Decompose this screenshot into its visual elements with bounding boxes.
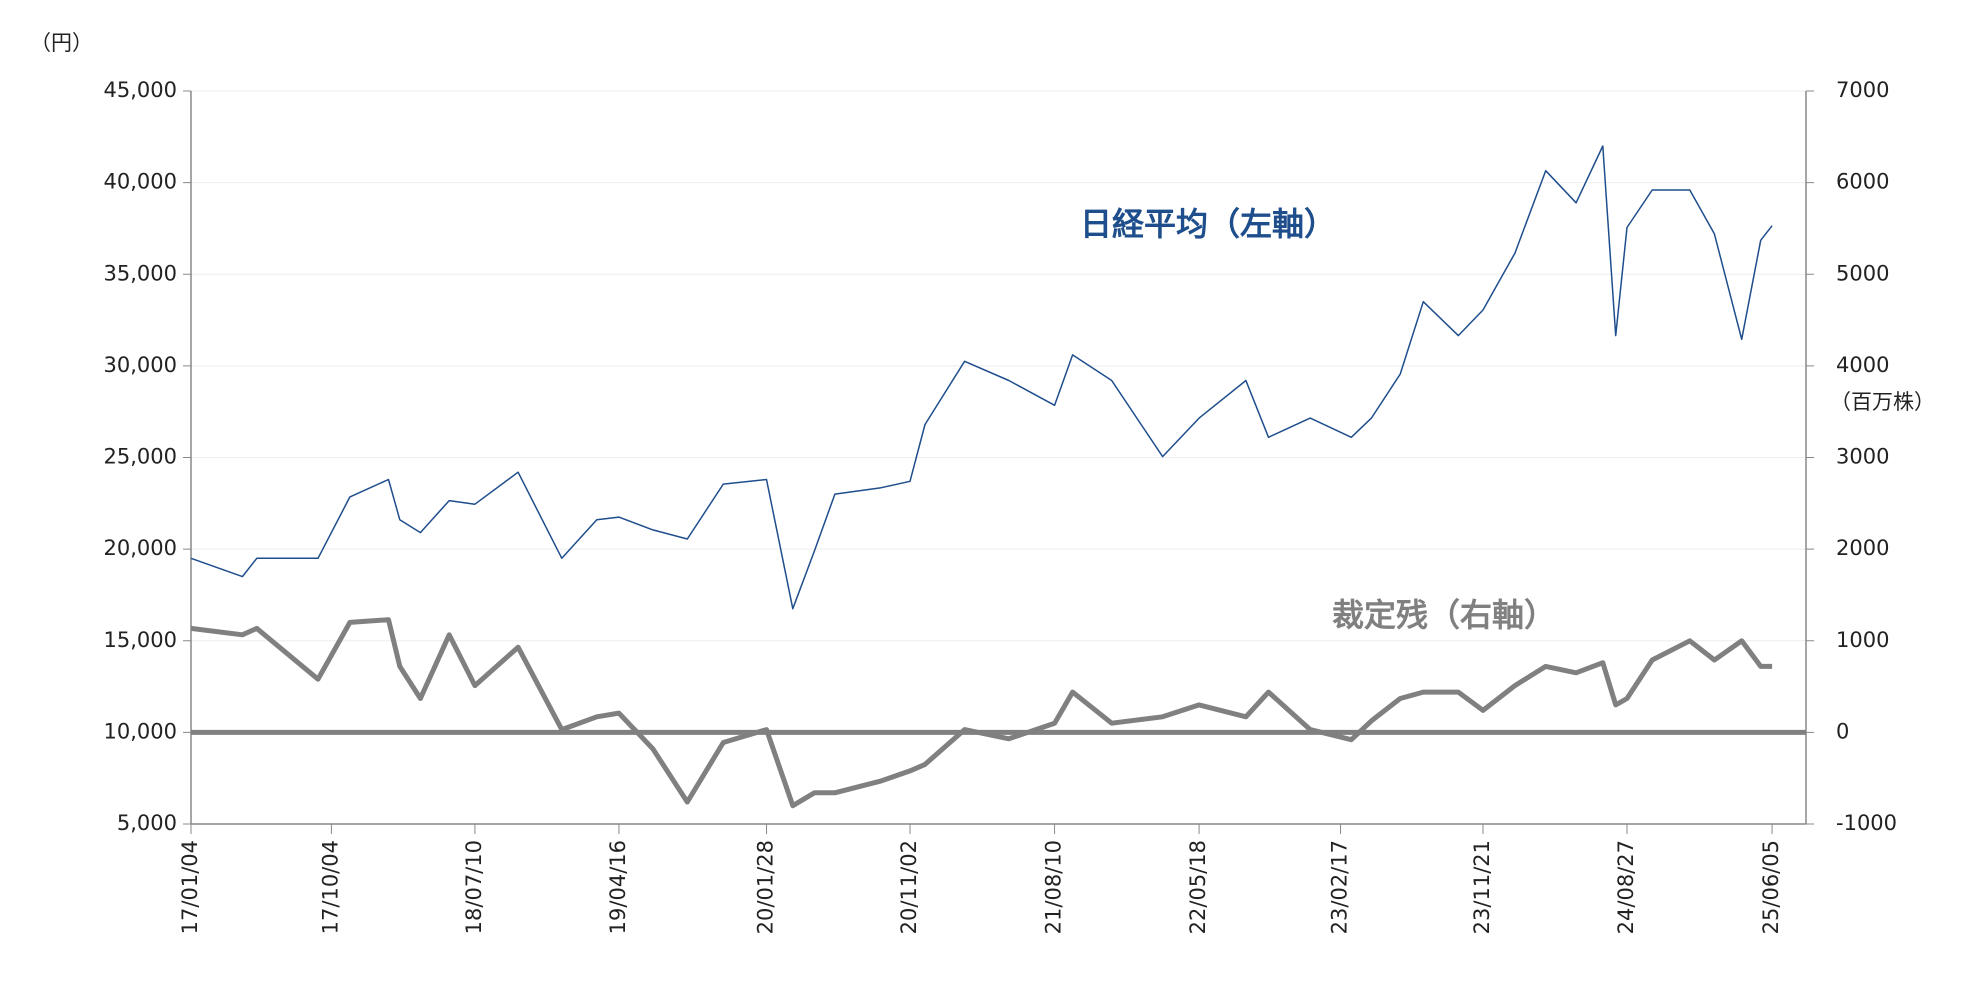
x-tick-label: 17/01/04 — [178, 840, 202, 934]
y2-tick-label: 4000 — [1836, 353, 1889, 377]
x-tick-label: 19/04/16 — [606, 840, 630, 934]
y-tick-label: 35,000 — [104, 261, 177, 285]
y-tick-label: 45,000 — [104, 78, 177, 102]
x-tick-label: 25/06/05 — [1759, 840, 1783, 934]
y-tick-label: 5,000 — [117, 811, 177, 835]
series-annotation: 日経平均（左軸） — [1080, 205, 1336, 243]
y-unit-label: （円） — [30, 31, 93, 55]
x-tick-label: 21/08/10 — [1042, 840, 1066, 934]
series-line — [190, 145, 1773, 610]
y2-tick-label: 0 — [1836, 719, 1849, 743]
y2-tick-label: 5000 — [1836, 261, 1889, 285]
y-tick-label: 15,000 — [104, 628, 177, 652]
y-tick-label: 20,000 — [104, 536, 177, 560]
y2-tick-label: 2000 — [1836, 536, 1889, 560]
y2-tick-label: 7000 — [1836, 78, 1889, 102]
y2-tick-label: 6000 — [1836, 170, 1889, 194]
x-tick-label: 20/01/28 — [754, 840, 778, 934]
x-tick-label: 20/11/02 — [897, 840, 921, 934]
x-tick-label: 17/10/04 — [318, 840, 342, 934]
x-tick-label: 18/07/10 — [462, 840, 486, 934]
y2-tick-label: 3000 — [1836, 445, 1889, 469]
x-tick-label: 22/05/18 — [1186, 840, 1210, 934]
y-tick-label: 40,000 — [104, 170, 177, 194]
x-tick-label: 24/08/27 — [1614, 840, 1638, 934]
y2-tick-label: 1000 — [1836, 628, 1889, 652]
series-annotation: 裁定残（右軸） — [1332, 596, 1556, 634]
y2-unit-label: （百万株） — [1830, 390, 1935, 414]
y-tick-label: 30,000 — [104, 353, 177, 377]
y-tick-label: 10,000 — [104, 719, 177, 743]
x-tick-label: 23/11/21 — [1470, 840, 1494, 934]
x-tick-label: 23/02/17 — [1328, 840, 1352, 934]
y-tick-label: 25,000 — [104, 445, 177, 469]
y2-tick-label: -1000 — [1836, 811, 1897, 835]
series-line — [190, 617, 1773, 809]
